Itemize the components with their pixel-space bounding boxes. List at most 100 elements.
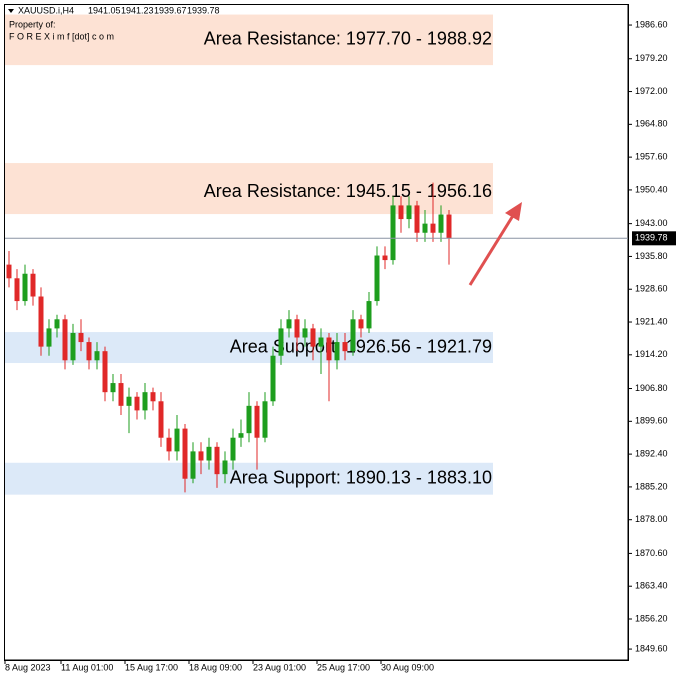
candle-body [358, 319, 364, 329]
zone-label: Area Resistance: 1945.15 - 1956.16 [204, 181, 492, 201]
candle-body [366, 301, 372, 329]
zone [5, 163, 493, 215]
y-tick-label: 1921.40 [635, 316, 668, 326]
candle-body [158, 401, 164, 438]
y-tick-label: 1878.00 [635, 514, 668, 524]
candle-body [126, 396, 132, 406]
property-label: Property of: [9, 19, 56, 29]
x-tick-label: 23 Aug 01:00 [253, 662, 306, 672]
property-site: F O R E X i m f [dot] c o m [9, 31, 114, 41]
x-tick-label: 15 Aug 17:00 [125, 662, 178, 672]
candle-body [230, 437, 236, 461]
candle-body [374, 255, 380, 302]
y-tick-label: 1972.00 [635, 86, 668, 96]
candle-body [438, 214, 444, 233]
candle-body [262, 401, 268, 438]
candle-body [190, 451, 196, 479]
y-tick-label: 1856.20 [635, 613, 668, 623]
candle-body [398, 205, 404, 220]
x-tick-label: 18 Aug 09:00 [189, 662, 242, 672]
y-tick-label: 1885.20 [635, 481, 668, 491]
y-tick-label: 1928.60 [635, 284, 668, 294]
y-tick-label: 1892.40 [635, 448, 668, 458]
zone [5, 332, 493, 364]
header-open: 1941.05 [88, 5, 121, 15]
candle-body [342, 342, 348, 352]
candle-body [414, 205, 420, 233]
header-high: 1941.23 [121, 5, 154, 15]
y-tick-label: 1986.60 [635, 19, 668, 29]
candle-body [206, 446, 212, 461]
candle-body [222, 460, 228, 475]
x-tick-label: 30 Aug 09:00 [381, 662, 434, 672]
header-low: 1939.67 [154, 5, 187, 15]
y-tick-label: 1914.20 [635, 349, 668, 359]
candle-body [326, 337, 332, 361]
y-tick-label: 1899.60 [635, 416, 668, 426]
candle-body [294, 319, 300, 338]
candle-body [22, 273, 28, 302]
y-tick-label: 1964.80 [635, 119, 668, 129]
candle-body [334, 342, 340, 361]
x-tick-label: 11 Aug 01:00 [61, 662, 113, 672]
zone [5, 462, 493, 495]
candle-body [406, 205, 412, 220]
y-tick-label: 1950.40 [635, 184, 668, 194]
candle-body [78, 332, 84, 343]
zone-label: Area Support: 1926.56 - 1921.79 [230, 336, 492, 356]
y-tick-label: 1870.60 [635, 548, 668, 558]
candle-body [54, 319, 60, 329]
candle-body [382, 255, 388, 261]
candle-body [134, 396, 140, 411]
candle-body [102, 351, 108, 393]
candle-body [422, 223, 428, 233]
menu-icon [8, 9, 14, 13]
last-price-label: 1939.78 [635, 233, 668, 243]
candle-body [430, 223, 436, 233]
candle-body [310, 328, 316, 347]
y-tick-label: 1957.60 [635, 152, 668, 162]
candle-body [390, 205, 396, 261]
x-tick-label: 25 Aug 17:00 [317, 662, 370, 672]
zone [5, 14, 493, 66]
candle-body [318, 337, 324, 347]
candle-body [166, 437, 172, 452]
candle-body [270, 355, 276, 402]
zone-label: Area Resistance: 1977.70 - 1988.92 [204, 29, 492, 49]
zone-label: Area Support: 1890.13 - 1883.10 [230, 467, 492, 487]
y-tick-label: 1849.60 [635, 643, 668, 653]
candle-body [6, 264, 12, 279]
candle-body [254, 405, 260, 438]
candle-body [198, 451, 204, 461]
candle-body [278, 328, 284, 356]
y-tick-label: 1906.80 [635, 383, 668, 393]
candle-body [286, 319, 292, 329]
candle-body [142, 392, 148, 411]
candle-body [70, 332, 76, 361]
y-tick-label: 1863.40 [635, 581, 668, 591]
candle-body [238, 433, 244, 438]
candle-body [182, 428, 188, 479]
candle-body [94, 351, 100, 361]
header-close: 1939.78 [187, 5, 220, 15]
candle-body [46, 328, 52, 347]
y-tick-label: 1979.20 [635, 53, 668, 63]
candle-body [350, 319, 356, 352]
candle-body [150, 392, 156, 402]
y-tick-label: 1943.00 [635, 218, 668, 228]
zones: Area Resistance: 1977.70 - 1988.92 Area R… [5, 14, 493, 495]
candle-body [14, 278, 20, 302]
candle-body [118, 383, 124, 406]
candle-body [110, 383, 116, 393]
candle-body [214, 446, 220, 475]
candle-body [86, 342, 92, 361]
candle-body [174, 428, 180, 452]
candle-body [62, 319, 68, 361]
candle-body [446, 214, 452, 239]
candle-body [30, 273, 36, 297]
last-price-box [632, 231, 676, 246]
symbol: XAUUSD.i,H4 [18, 5, 74, 15]
candles [6, 182, 452, 493]
candle-body [38, 296, 44, 347]
